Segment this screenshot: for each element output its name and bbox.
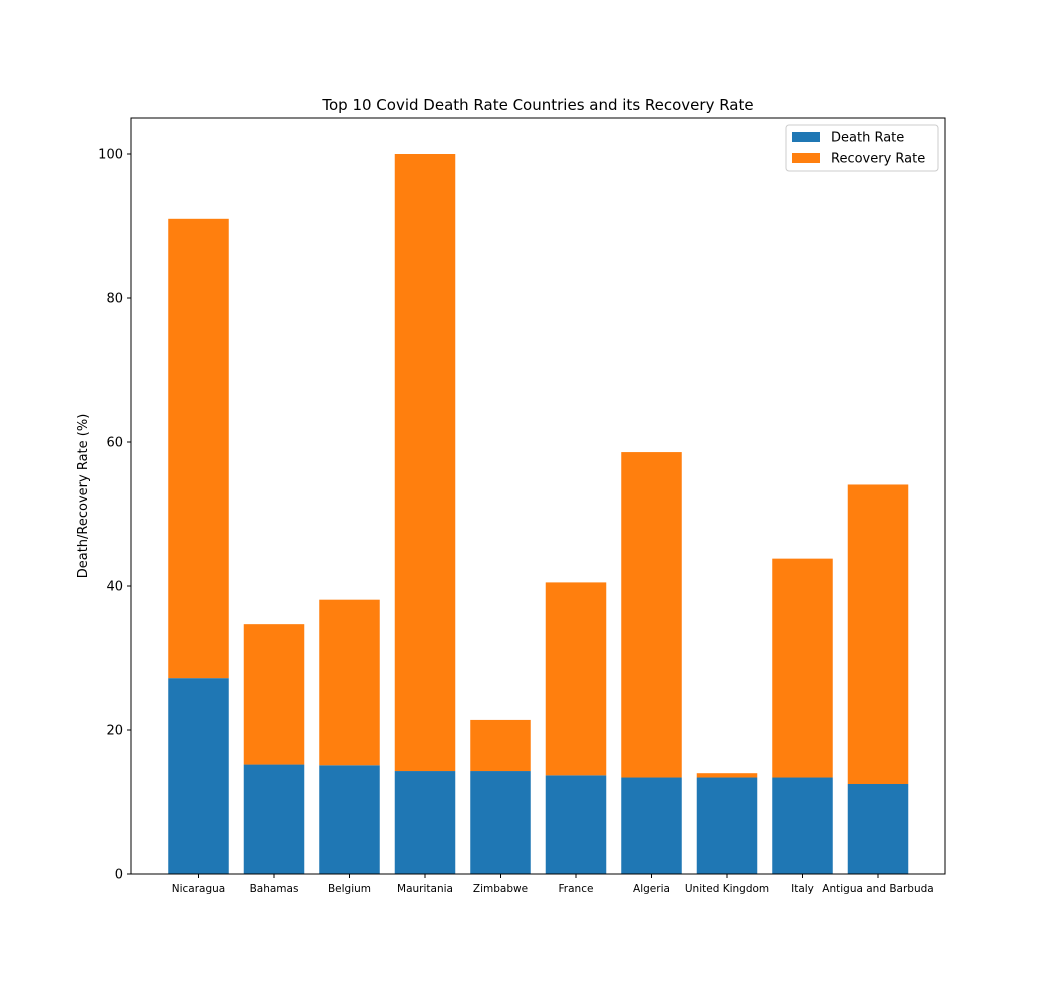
plot-frame [130, 117, 946, 875]
x-tick-label: United Kingdom [685, 883, 769, 895]
bars-layer [168, 154, 909, 874]
x-tick-label: Antigua and Barbuda [822, 883, 933, 895]
y-tick-label: 20 [106, 724, 123, 739]
x-tick-label: Belgium [328, 883, 371, 895]
bar-death-rate-belgium [319, 765, 380, 874]
bar-death-rate-mauritania [394, 771, 456, 874]
bar-death-rate-zimbabwe [470, 771, 531, 874]
bar-recovery-rate-belgium [319, 599, 380, 766]
x-tick-label: Italy [791, 883, 814, 895]
bar-death-rate-nicaragua [168, 678, 229, 874]
legend: Death Rate Recovery Rate [785, 124, 939, 172]
legend-swatch [792, 153, 820, 163]
bar-recovery-rate-zimbabwe [470, 719, 531, 772]
y-tick-label: 80 [106, 292, 123, 307]
y-axis-label: Death/Recovery Rate (%) [76, 414, 91, 579]
bar-recovery-rate-united-kingdom [696, 773, 758, 778]
legend-box [785, 124, 939, 172]
legend-entry: Death Rate [831, 131, 904, 146]
bar-death-rate-italy [772, 777, 833, 874]
bar-recovery-rate-mauritania [394, 154, 456, 772]
bar-death-rate-algeria [621, 777, 682, 874]
y-tick-label: 0 [115, 868, 123, 883]
x-tick-label: Bahamas [250, 883, 299, 895]
y-tick-label: 60 [106, 436, 123, 451]
x-tick-label: Algeria [633, 883, 670, 895]
legend-entry: Recovery Rate [831, 152, 925, 167]
x-tick-label: Nicaragua [172, 883, 225, 895]
chart-title: Top 10 Covid Death Rate Countries and it… [321, 96, 753, 114]
y-tick-label: 100 [98, 148, 123, 163]
y-tick-label: 40 [106, 580, 123, 595]
bar-death-rate-antigua-and-barbuda [847, 784, 909, 874]
bar-recovery-rate-italy [772, 558, 833, 778]
bar-recovery-rate-france [545, 582, 607, 776]
bar-death-rate-france [545, 775, 607, 874]
bar-recovery-rate-bahamas [243, 624, 305, 765]
bar-death-rate-bahamas [243, 764, 305, 874]
x-tick-label: Mauritania [397, 883, 453, 895]
bar-recovery-rate-antigua-and-barbuda [847, 484, 909, 784]
bar-death-rate-united-kingdom [696, 777, 758, 874]
bar-recovery-rate-nicaragua [168, 218, 229, 679]
x-tick-label: Zimbabwe [473, 883, 528, 895]
legend-swatch [792, 132, 820, 142]
axes-layer: 0 20 40 60 80 100 Nicaragua Bahamas Belgium Mauri… [98, 117, 946, 895]
bar-recovery-rate-algeria [621, 452, 682, 778]
x-tick-label: France [559, 883, 594, 895]
